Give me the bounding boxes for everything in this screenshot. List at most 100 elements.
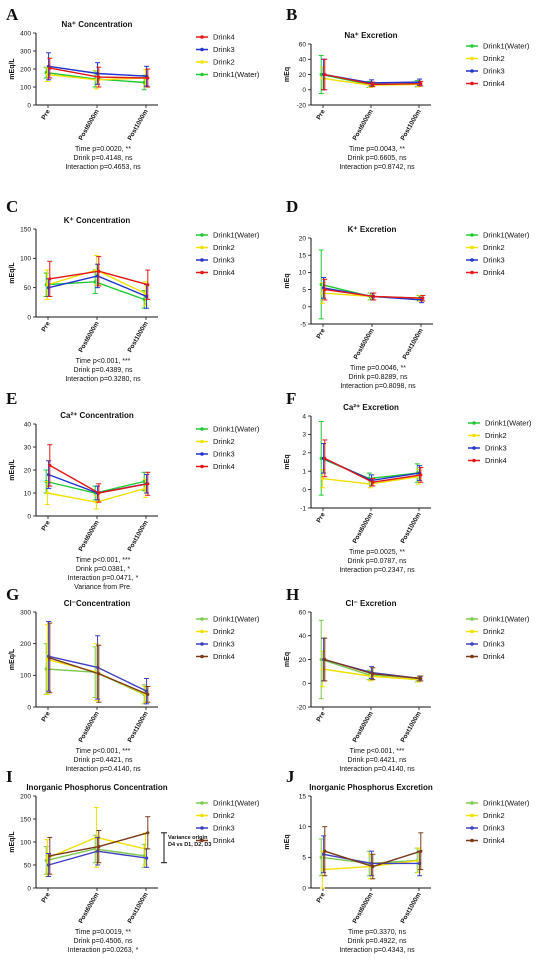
y-tick-label: 2 (302, 450, 306, 457)
y-tick-label: 20 (299, 235, 307, 242)
stat-line: Time p=0.3370, ns (348, 929, 406, 936)
series-drink3 (46, 621, 150, 705)
x-tick-label: Pre (40, 519, 51, 532)
x-tick-label: Pre (40, 891, 51, 904)
chart-title: Ca²⁺ Excretion (343, 403, 399, 412)
x-tick-label: Post1000m (127, 108, 150, 141)
legend: Drink1(Water) Drink2 Drink3 Drink4 (196, 615, 260, 661)
stat-line: Interaction p=0.0263, * (68, 947, 139, 954)
stat-line: Time p=0.0019, ** (75, 929, 131, 936)
y-tick-label: 40 (299, 57, 307, 64)
y-tick-label: 3 (302, 432, 306, 439)
legend-label: Drink2 (483, 627, 505, 636)
series-drink2 (319, 650, 421, 688)
stat-line: Interaction p=0.8742, ns (339, 164, 415, 171)
series-drink4 (322, 439, 424, 487)
stat-line: Drink p=0.4421, ns (348, 757, 407, 764)
legend-marker (472, 421, 476, 425)
stat-line: Interaction p=0.8098, ns (340, 383, 416, 390)
x-tick-label: Post6000m (78, 320, 101, 353)
y-tick-label: 0 (302, 487, 306, 494)
legend-label: Drink3 (213, 640, 235, 649)
data-point (146, 283, 150, 287)
stat-line: Time p=0.0043, ** (349, 146, 405, 153)
chart-title: K⁺ Concentration (64, 216, 131, 225)
y-tick-label: 0 (302, 681, 306, 688)
y-tick-label: 15 (299, 793, 307, 800)
y-tick-label: -5 (300, 321, 306, 328)
y-axis-label: mEq (284, 652, 291, 667)
y-tick-label: 200 (20, 66, 31, 73)
panel-letter: I (6, 767, 13, 786)
legend-marker (200, 270, 204, 275)
x-tick-label: Pre (315, 891, 326, 904)
y-tick-label: 10 (24, 490, 32, 497)
data-point (323, 657, 327, 662)
y-tick-label: 400 (20, 30, 31, 37)
legend-marker (470, 69, 474, 73)
stat-line: Drink p=0.4506, ns (74, 938, 133, 945)
y-tick-label: 100 (20, 673, 31, 680)
legend-marker (200, 47, 204, 52)
series-drink3 (46, 52, 150, 87)
y-tick-label: 10 (299, 270, 307, 277)
legend-marker (470, 642, 474, 646)
legend-label: Drink3 (213, 824, 235, 833)
y-tick-label: 10 (299, 824, 307, 831)
legend-label: Drink3 (483, 640, 505, 649)
panel-letter: E (6, 389, 17, 408)
legend-marker (200, 826, 204, 830)
data-point (146, 831, 150, 835)
stat-line: Interaction p=0.4343, ns (339, 947, 415, 954)
stat-line: Interaction p=0.3280, ns (65, 376, 141, 383)
y-axis-label: mEq/L (9, 459, 16, 481)
data-point (371, 480, 375, 484)
y-tick-label: 100 (20, 84, 31, 91)
data-point (320, 476, 324, 481)
data-point (97, 269, 101, 273)
data-point (323, 288, 327, 292)
y-axis-label: mEq (284, 67, 291, 82)
x-tick-label: Post6000m (352, 891, 375, 924)
series-drink3 (46, 836, 150, 877)
series-drink1-water (318, 838, 420, 877)
legend-marker (470, 270, 474, 275)
legend-marker (200, 654, 204, 659)
y-tick-label: 50 (24, 285, 32, 292)
data-point (419, 849, 423, 853)
y-tick-label: 20 (24, 467, 32, 474)
series-drink4 (47, 256, 151, 300)
x-tick-label: Post6000m (78, 519, 101, 552)
panel-letter: J (286, 767, 295, 786)
chart-title: Ca²⁺ Concentration (60, 411, 134, 420)
legend-label: Drink4 (213, 462, 235, 471)
series-drink4 (47, 816, 151, 875)
y-tick-label: 40 (299, 633, 307, 640)
x-tick-label: Pre (40, 108, 51, 121)
y-axis-label: mEq/L (9, 262, 16, 284)
panel-letter: A (6, 5, 19, 24)
x-tick-label: Pre (40, 320, 51, 333)
legend-label: Drink4 (483, 79, 505, 88)
legend-marker (470, 629, 474, 634)
panel-e: E Ca²⁺ Concentration 0 10 20 30 40 mEq/L Pre Post… (6, 389, 260, 591)
legend-marker (470, 81, 474, 86)
legend-label: Drink4 (483, 836, 505, 845)
series-drink1-water (43, 643, 147, 705)
legend-marker (470, 617, 474, 621)
legend-marker (470, 826, 474, 830)
series-drink4 (322, 58, 424, 91)
legend-marker (470, 813, 474, 818)
legend-label: Drink2 (213, 627, 235, 636)
y-axis-label: mEq (284, 454, 291, 469)
legend-label: Drink2 (485, 431, 507, 440)
legend-label: Drink1(Water) (213, 799, 260, 808)
legend-label: Drink4 (483, 268, 505, 277)
series-drink2 (44, 624, 148, 703)
series-drink4 (322, 826, 424, 880)
data-point (48, 854, 52, 858)
x-tick-label: Post1000m (402, 327, 425, 360)
legend-marker (200, 258, 204, 262)
y-tick-label: 40 (24, 421, 32, 428)
legend-label: Drink1(Water) (213, 70, 260, 79)
